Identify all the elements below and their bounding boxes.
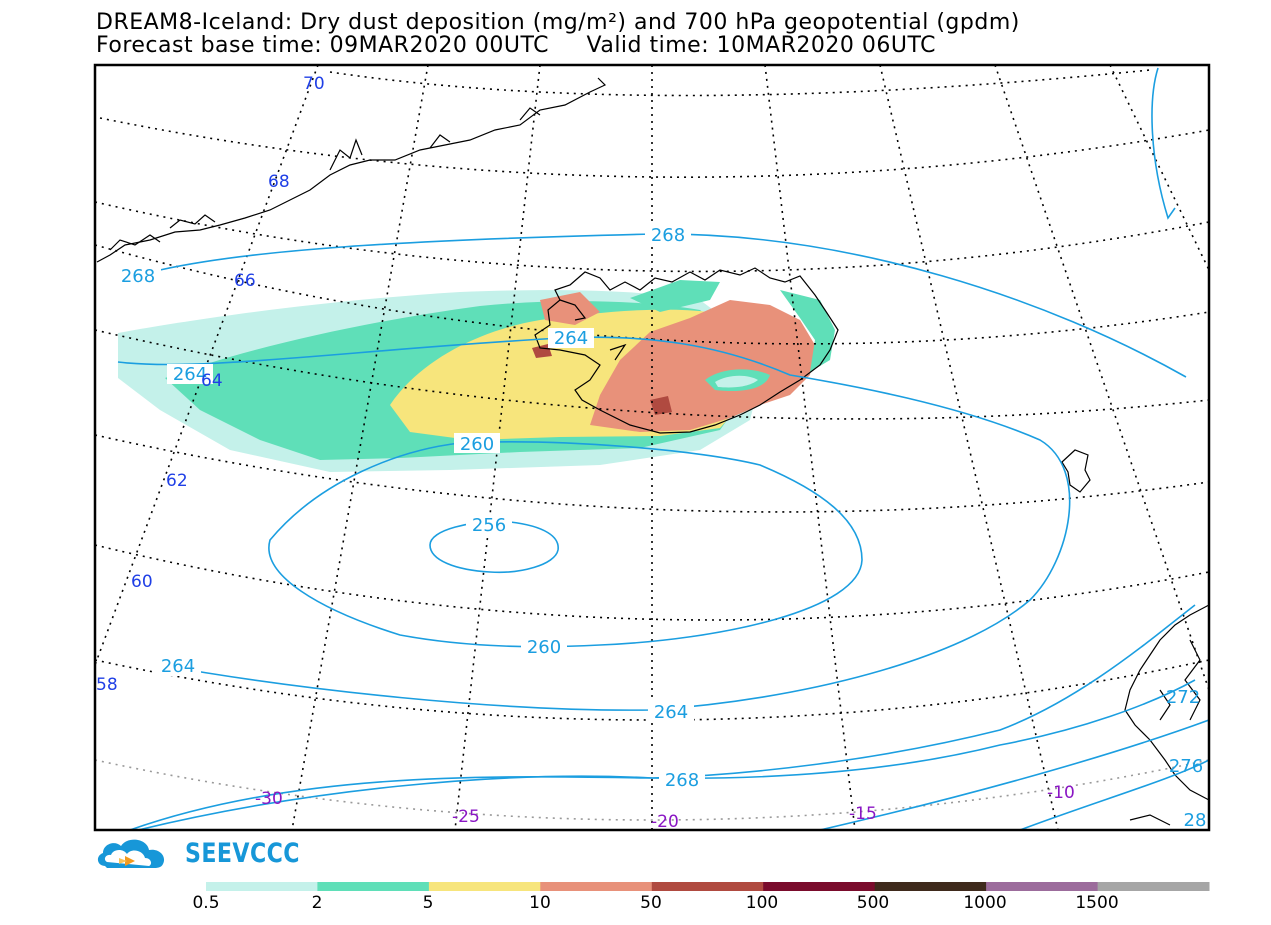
isoline-label: 260 (527, 637, 561, 658)
latitude-label: 66 (234, 271, 256, 291)
latitude-labels: 70 68 66 64 62 60 58 (96, 74, 325, 695)
greenland-coast (96, 77, 607, 263)
isoline-264-north (117, 336, 1071, 711)
colorbar-segment (1097, 882, 1210, 891)
colorbar-tick-label: 50 (640, 893, 662, 913)
faroe-islands (1061, 449, 1091, 493)
colorbar-segment (986, 882, 1098, 891)
longitude-label: -20 (651, 812, 679, 832)
isoline-label: 28 (1184, 810, 1207, 831)
colorbar-segment (317, 882, 430, 891)
latitude-label: 70 (303, 74, 325, 94)
isoline-label: 268 (651, 225, 685, 246)
colorbar-tick-label: 0.5 (192, 893, 220, 913)
latitude-label: 60 (131, 572, 153, 592)
colorbar-segment (206, 882, 318, 891)
dust-ne-coast (780, 290, 835, 372)
isoline-label: 272 (1166, 687, 1200, 708)
colorbar-segment (428, 882, 541, 891)
isoline-ne (1151, 67, 1176, 220)
colorbar-tick-label: 2 (311, 893, 323, 913)
isoline-label: 268 (121, 266, 155, 287)
isoline-268-south (134, 679, 1196, 830)
map-frame (93, 63, 1211, 832)
dust-hole-north-inner (715, 375, 758, 388)
colorbar-tick-label: 1500 (1075, 893, 1119, 913)
isoline-labels: 268 268 264 264 260 256 260 264 264 268 … (115, 224, 1207, 831)
longitude-labels: -30 -25 -20 -15 -10 (255, 783, 1075, 832)
dust-band-50-b (532, 344, 552, 358)
colorbar-tick-label: 500 (856, 893, 890, 913)
isoline-272 (819, 719, 1209, 830)
isoline-label: 276 (1169, 756, 1203, 777)
isoline-label: 264 (173, 364, 207, 385)
iceland-coast (534, 267, 839, 434)
colorbar-tick-label: 10 (529, 893, 551, 913)
colorbar (206, 882, 1210, 891)
isoline-label: 264 (161, 656, 195, 677)
longitude-label: -15 (849, 804, 877, 824)
dust-band-50 (650, 396, 672, 415)
isoline-260 (268, 441, 863, 648)
dust-band-10 (590, 300, 815, 432)
map-title-line-2: Forecast base time: 09MAR2020 00UTC Vali… (96, 33, 937, 58)
latitude-label: 62 (166, 471, 188, 491)
map-title-line-1: DREAM8-Iceland: Dry dust deposition (mg/… (96, 10, 1020, 35)
isoline-label: 268 (665, 770, 699, 791)
isoline-276 (1019, 759, 1209, 830)
colorbar-segment (874, 882, 987, 891)
logo-text: SEEVCCC (185, 838, 300, 869)
latitude-label: 58 (96, 675, 118, 695)
seevccc-logo (97, 839, 165, 868)
norway-coast (1124, 604, 1209, 801)
colorbar-tick-label: 1000 (963, 893, 1007, 913)
latitude-label: 64 (201, 371, 223, 391)
isoline-label: 256 (472, 515, 506, 536)
dust-shading (118, 280, 835, 472)
colorbar-tick-label: 100 (745, 893, 779, 913)
colorbar-segment (763, 882, 876, 891)
dust-band-10-nw (540, 292, 600, 325)
isoline-label: 264 (554, 328, 588, 349)
colorbar-segment (540, 882, 653, 891)
isoline-264-south (129, 604, 1196, 830)
latitude-label: 68 (268, 172, 290, 192)
isoline-label: 264 (654, 702, 688, 723)
longitude-label: -30 (255, 789, 283, 809)
longitude-label: -25 (452, 807, 480, 827)
coastlines (96, 77, 1209, 826)
colorbar-tick-label: 5 (422, 893, 434, 913)
colorbar-segment (651, 882, 764, 891)
longitude-label: -10 (1047, 783, 1075, 803)
isoline-label: 260 (460, 434, 494, 455)
